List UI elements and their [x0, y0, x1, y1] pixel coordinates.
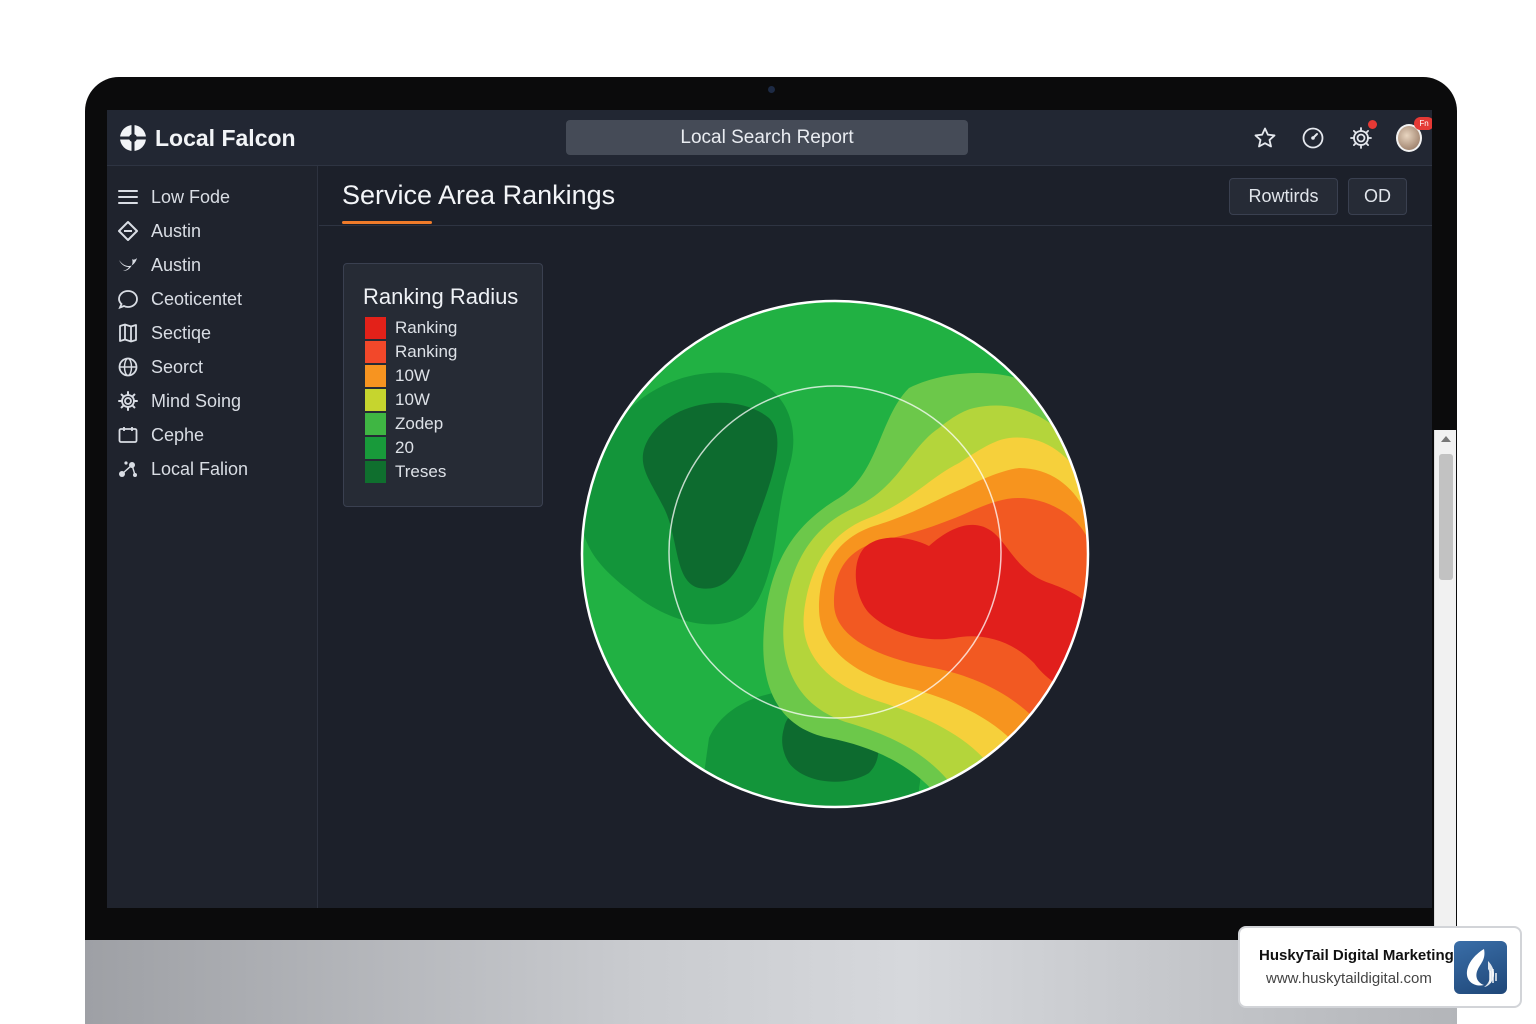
ranking-legend: Ranking Radius Ranking Ranking 10W 10W Z…: [343, 263, 543, 507]
legend-label: 10W: [395, 366, 430, 385]
legend-item: Ranking: [365, 316, 457, 340]
od-button[interactable]: OD: [1348, 178, 1407, 215]
user-avatar[interactable]: Fn: [1396, 117, 1432, 152]
title-underline: [342, 221, 432, 224]
chat-bubble-icon: [118, 290, 138, 310]
watermark-url: www.huskytaildigital.com: [1266, 970, 1432, 987]
legend-swatch: [365, 317, 386, 339]
watermark-name: HuskyTail Digital Marketing: [1259, 947, 1454, 964]
legend-swatch: [365, 341, 386, 363]
sidebar-item-mind-soing[interactable]: Mind Soing: [117, 386, 241, 416]
legend-swatch: [365, 437, 386, 459]
inner-radius-ring: [668, 385, 1002, 719]
notification-badge: [1368, 120, 1377, 129]
legend-label: Zodep: [395, 414, 444, 433]
legend-item: 10W: [365, 388, 430, 412]
diamond-arrow-icon: [118, 221, 138, 241]
sidebar: Low Fode Austin Austin Ceoticentet Secti…: [107, 166, 318, 908]
sidebar-item-label: Austin: [151, 254, 202, 275]
sidebar-item-low-fode[interactable]: Low Fode: [117, 182, 230, 212]
gauge-icon[interactable]: [1300, 125, 1326, 151]
heat-zone-dark-west: [642, 402, 778, 589]
legend-swatch: [365, 461, 386, 483]
legend-label: 20: [395, 438, 414, 457]
settings-gear-icon[interactable]: [1348, 120, 1377, 151]
sidebar-item-label: Sectiqe: [151, 322, 212, 343]
sidebar-item-local-falion[interactable]: Local Falion: [117, 454, 248, 484]
app-screen: Local Falcon Local Search Report Fn Low …: [107, 110, 1432, 908]
sidebar-item-label: Local Falion: [151, 458, 249, 479]
brand[interactable]: Local Falcon: [119, 122, 296, 154]
monitor-stand-base: [85, 940, 1457, 1024]
heat-zone-red: [855, 524, 1088, 698]
sidebar-item-label: Low Fode: [151, 186, 231, 207]
legend-label: Ranking: [395, 318, 458, 337]
calendar-icon: [118, 427, 138, 443]
page-title: Service Area Rankings: [342, 180, 616, 210]
divider: [319, 225, 1432, 226]
legend-item: 10W: [365, 364, 430, 388]
brand-name: Local Falcon: [155, 124, 296, 151]
map-icon: [119, 323, 137, 343]
ranking-heatmap[interactable]: [579, 298, 1091, 810]
legend-label: 10W: [395, 390, 430, 409]
menu-icon: [118, 190, 138, 204]
legend-title: Ranking Radius: [363, 284, 519, 309]
sidebar-item-label: Mind Soing: [151, 390, 242, 411]
outer-radius-ring: [580, 299, 1090, 809]
top-actions: Fn: [1252, 117, 1432, 156]
sidebar-item-seorct[interactable]: Seorct: [117, 352, 203, 382]
sidebar-item-sectiqe[interactable]: Sectiqe: [117, 318, 211, 348]
husky-logo-icon: [1454, 941, 1507, 994]
webcam-dot: [768, 86, 775, 93]
report-title[interactable]: Local Search Report: [566, 120, 968, 155]
main-content: Service Area Rankings Rowtirds OD Rankin…: [319, 166, 1432, 908]
bird-icon: [119, 258, 137, 271]
avatar: [1396, 124, 1422, 152]
falcon-logo-icon: [120, 125, 146, 151]
gear-icon: [118, 391, 138, 411]
top-bar: Local Falcon Local Search Report Fn: [107, 110, 1432, 166]
globe-icon: [118, 357, 138, 377]
legend-swatch: [365, 365, 386, 387]
favorite-star-icon[interactable]: [1252, 125, 1278, 151]
share-nodes-icon: [119, 461, 137, 477]
sidebar-item-ceoticentet[interactable]: Ceoticentet: [117, 284, 242, 314]
sidebar-item-cephe[interactable]: Cephe: [117, 420, 204, 450]
sidebar-item-label: Seorct: [151, 356, 204, 377]
sidebar-item-label: Cephe: [151, 424, 205, 445]
scroll-up-arrow-icon[interactable]: [1441, 436, 1451, 442]
legend-item: Treses: [365, 460, 446, 484]
page-scrollbar[interactable]: [1434, 430, 1456, 930]
legend-swatch: [365, 413, 386, 435]
legend-label: Ranking: [395, 342, 458, 361]
sidebar-item-austin-2[interactable]: Austin: [117, 250, 201, 280]
watermark-card: HuskyTail Digital Marketing www.huskytai…: [1238, 926, 1522, 1008]
legend-label: Treses: [395, 462, 447, 481]
sidebar-item-label: Ceoticentet: [151, 288, 243, 309]
sidebar-item-label: Austin: [151, 220, 202, 241]
legend-item: Ranking: [365, 340, 457, 364]
legend-item: Zodep: [365, 412, 443, 436]
legend-swatch: [365, 389, 386, 411]
scroll-thumb[interactable]: [1439, 454, 1453, 580]
avatar-badge: Fn: [1414, 117, 1432, 130]
legend-item: 20: [365, 436, 414, 460]
rowtirds-button[interactable]: Rowtirds: [1229, 178, 1338, 215]
sidebar-item-austin[interactable]: Austin: [117, 216, 201, 246]
